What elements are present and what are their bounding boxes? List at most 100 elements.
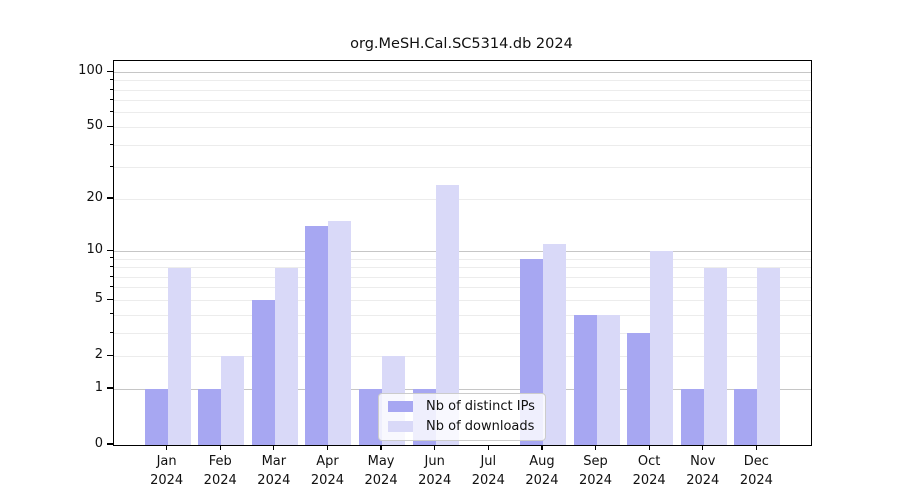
y-tick-mark-1 (107, 387, 113, 389)
minor-gridline-8 (114, 267, 811, 269)
month-name: Jun (424, 454, 445, 469)
major-gridline-100 (114, 71, 811, 73)
minor-gridline-20 (114, 198, 811, 200)
minor-gridline-3 (114, 332, 811, 334)
bar-nb-of-distinct-ips-apr (305, 226, 329, 445)
month-name: Mar (261, 454, 287, 469)
x-tick-label-feb: Feb 2024 (188, 452, 252, 490)
plot-area: Nb of distinct IPs Nb of downloads (113, 60, 812, 446)
bar-nb-of-distinct-ips-jan (144, 389, 168, 445)
y-tick-label-100: 100 (78, 63, 103, 79)
legend: Nb of distinct IPs Nb of downloads (378, 393, 546, 441)
x-tick-label-jun: Jun 2024 (403, 452, 467, 490)
month-name: Apr (316, 454, 339, 469)
month-year: 2024 (739, 473, 773, 488)
x-tick-label-sep: Sep 2024 (564, 452, 628, 490)
bar-nb-of-distinct-ips-may (359, 389, 383, 445)
x-tick-mark-oct (648, 445, 650, 450)
x-tick-label-jul: Jul 2024 (456, 452, 520, 490)
y-minor-tick-mark-70 (109, 99, 113, 101)
month-name: Sep (583, 454, 608, 469)
month-year: 2024 (632, 473, 666, 488)
y-minor-tick-mark-3 (109, 331, 113, 333)
y-minor-tick-mark-7 (109, 275, 113, 277)
y-tick-mark-0 (107, 443, 113, 445)
y-tick-label-20: 20 (86, 190, 103, 206)
y-tick-label-1: 1 (94, 380, 103, 395)
x-tick-label-aug: Aug 2024 (510, 452, 574, 490)
y-tick-label-50: 50 (86, 118, 103, 134)
bar-nb-of-downloads-aug (542, 244, 566, 445)
x-tick-mark-dec (755, 445, 758, 450)
y-minor-tick-mark-8 (109, 266, 113, 267)
bar-nb-of-distinct-ips-oct (627, 333, 651, 445)
month-name: Jan (156, 454, 177, 469)
legend-swatch-distinct-ips (388, 401, 413, 412)
bar-nb-of-downloads-feb (221, 356, 245, 445)
month-year: 2024 (418, 473, 452, 488)
minor-gridline-60 (114, 112, 811, 114)
month-name: Nov (690, 454, 716, 469)
x-tick-mark-jan (165, 445, 168, 450)
y-tick-label-10: 10 (86, 242, 103, 258)
month-name: Oct (637, 454, 661, 469)
bar-nb-of-downloads-nov (703, 267, 727, 445)
month-name: Feb (208, 454, 232, 469)
bar-nb-of-distinct-ips-mar (251, 300, 275, 445)
chart-title: org.MeSH.Cal.SC5314.db 2024 (350, 36, 573, 52)
y-tick-mark-5 (107, 298, 113, 300)
bar-nb-of-distinct-ips-nov (680, 389, 704, 445)
x-tick-label-apr: Apr 2024 (295, 452, 359, 490)
month-year: 2024 (257, 473, 291, 488)
minor-gridline-6 (114, 287, 811, 289)
x-tick-mark-jun (434, 445, 436, 450)
minor-gridline-5 (114, 299, 811, 301)
month-year: 2024 (686, 473, 720, 488)
x-tick-mark-jul (487, 445, 489, 450)
month-year: 2024 (578, 473, 613, 488)
bar-nb-of-downloads-dec (757, 267, 781, 445)
minor-gridline-80 (114, 89, 811, 91)
y-tick-mark-50 (107, 125, 113, 128)
x-tick-mark-apr (326, 445, 329, 450)
minor-gridline-7 (114, 276, 811, 278)
x-tick-label-jan: Jan 2024 (135, 452, 199, 490)
major-gridline-1 (114, 388, 811, 390)
x-tick-mark-may (380, 445, 382, 450)
bar-nb-of-downloads-sep (596, 315, 620, 445)
bar-nb-of-distinct-ips-sep (573, 315, 597, 445)
bar-nb-of-distinct-ips-feb (198, 389, 222, 445)
x-tick-mark-nov (702, 445, 704, 450)
bar-nb-of-downloads-oct (650, 251, 674, 445)
y-tick-label-0: 0 (94, 436, 103, 451)
x-tick-mark-feb (219, 445, 221, 450)
minor-gridline-30 (114, 167, 811, 169)
bar-nb-of-downloads-mar (274, 267, 298, 445)
y-tick-mark-20 (107, 197, 113, 199)
month-name: Jul (480, 454, 497, 469)
month-year: 2024 (525, 473, 559, 488)
y-tick-label-5: 5 (94, 291, 103, 307)
x-tick-mark-sep (594, 445, 597, 450)
x-tick-label-dec: Dec 2024 (724, 452, 788, 490)
legend-label-distinct-ips: Nb of distinct IPs (426, 399, 535, 414)
bar-nb-of-distinct-ips-dec (734, 389, 758, 445)
month-year: 2024 (310, 473, 344, 488)
x-tick-label-nov: Nov 2024 (671, 452, 735, 490)
month-year: 2024 (364, 473, 398, 488)
month-year: 2024 (471, 473, 505, 488)
y-tick-mark-100 (107, 70, 113, 72)
legend-label-downloads: Nb of downloads (426, 419, 535, 434)
legend-swatch-downloads (388, 421, 413, 432)
x-tick-mark-mar (273, 445, 275, 450)
x-tick-label-may: May 2024 (349, 452, 413, 490)
x-tick-label-mar: Mar 2024 (242, 452, 306, 490)
y-tick-mark-10 (107, 249, 113, 251)
minor-gridline-2 (114, 355, 811, 357)
month-name: Aug (529, 454, 555, 469)
minor-gridline-40 (114, 144, 811, 146)
y-minor-tick-mark-4 (109, 313, 113, 315)
minor-gridline-4 (114, 314, 811, 316)
y-tick-label-2: 2 (94, 347, 103, 363)
